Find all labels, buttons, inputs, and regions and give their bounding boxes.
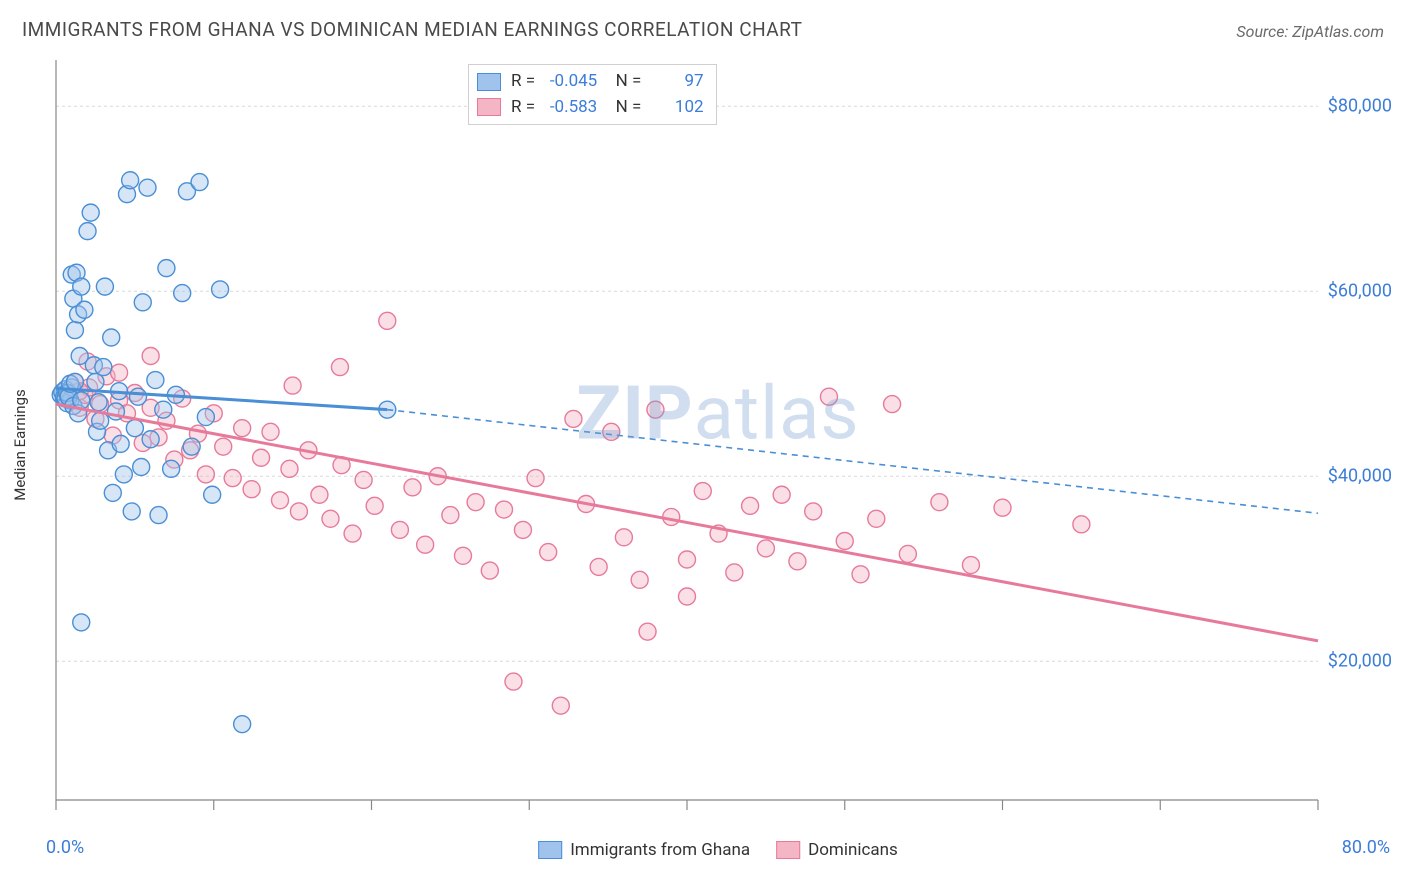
legend-item: Immigrants from Ghana — [538, 840, 750, 860]
y-tick-label: $20,000 — [1328, 651, 1392, 672]
scatter-svg — [48, 60, 1388, 830]
y-tick-label: $80,000 — [1328, 96, 1392, 117]
series-legend: Immigrants from Ghana Dominicans — [538, 840, 898, 860]
chart-title: IMMIGRANTS FROM GHANA VS DOMINICAN MEDIA… — [22, 18, 802, 41]
legend-label: Immigrants from Ghana — [570, 840, 750, 860]
stat-n: N = 97 — [607, 69, 703, 95]
stats-legend-row: R = -0.583 N = 102 — [477, 95, 704, 121]
y-tick-label: $60,000 — [1328, 281, 1392, 302]
y-tick-label: $40,000 — [1328, 466, 1392, 487]
legend-swatch — [477, 98, 501, 116]
x-axis-max-label: 80.0% — [1342, 837, 1390, 858]
stat-n: N = 102 — [607, 95, 703, 121]
legend-swatch — [477, 73, 501, 91]
x-axis-min-label: 0.0% — [46, 837, 84, 858]
stats-legend: R = -0.045 N = 97 R = -0.583 N = 102 — [468, 64, 717, 125]
legend-swatch — [538, 841, 562, 859]
legend-swatch — [776, 841, 800, 859]
chart-source: Source: ZipAtlas.com — [1236, 22, 1384, 41]
stats-legend-row: R = -0.045 N = 97 — [477, 69, 704, 95]
plot-area: Median Earnings ZIPatlas R = -0.045 N = … — [48, 60, 1388, 830]
legend-item: Dominicans — [776, 840, 898, 860]
stat-r: R = -0.583 — [511, 95, 597, 121]
stat-r: R = -0.045 — [511, 69, 597, 95]
legend-label: Dominicans — [808, 840, 898, 860]
y-axis-label: Median Earnings — [11, 389, 29, 500]
